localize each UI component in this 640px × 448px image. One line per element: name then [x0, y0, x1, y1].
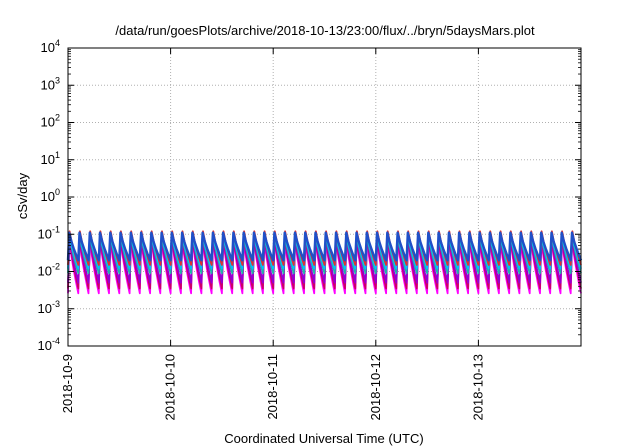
y-tick-label: 103	[41, 75, 60, 92]
y-tick-label: 10-1	[38, 224, 60, 241]
chart-title: /data/run/goesPlots/archive/2018-10-13/2…	[115, 23, 535, 38]
x-tick-label: 2018-10-11	[265, 354, 280, 420]
y-tick-label: 10-4	[38, 336, 60, 353]
y-tick-label: 102	[41, 113, 60, 130]
x-tick-labels: 2018-10-9 2018-10-10 2018-10-11 2018-10-12 2…	[60, 354, 485, 421]
y-tick-label: 104	[41, 38, 60, 55]
grid-lines	[68, 48, 581, 346]
y-tick-labels: 10-4 10-3 10-2 10-1 100 101 102 103 104	[38, 38, 60, 353]
series-group	[66, 230, 583, 295]
x-axis-label: Coordinated Universal Time (UTC)	[224, 431, 423, 446]
axes	[67, 47, 582, 347]
y-axis-label: cSv/day	[15, 172, 30, 219]
y-tick-label: 10-2	[38, 262, 60, 279]
y-tick-label: 101	[41, 150, 60, 167]
x-tick-label: 2018-10-12	[368, 354, 383, 421]
plot-frame	[67, 47, 582, 347]
x-tick-label: 2018-10-10	[163, 354, 178, 421]
y-tick-label: 100	[41, 187, 60, 204]
x-tick-label: 2018-10-9	[60, 354, 75, 413]
series-line-7	[66, 231, 583, 262]
y-tick-label: 10-3	[38, 299, 60, 316]
x-tick-label: 2018-10-13	[470, 354, 485, 421]
